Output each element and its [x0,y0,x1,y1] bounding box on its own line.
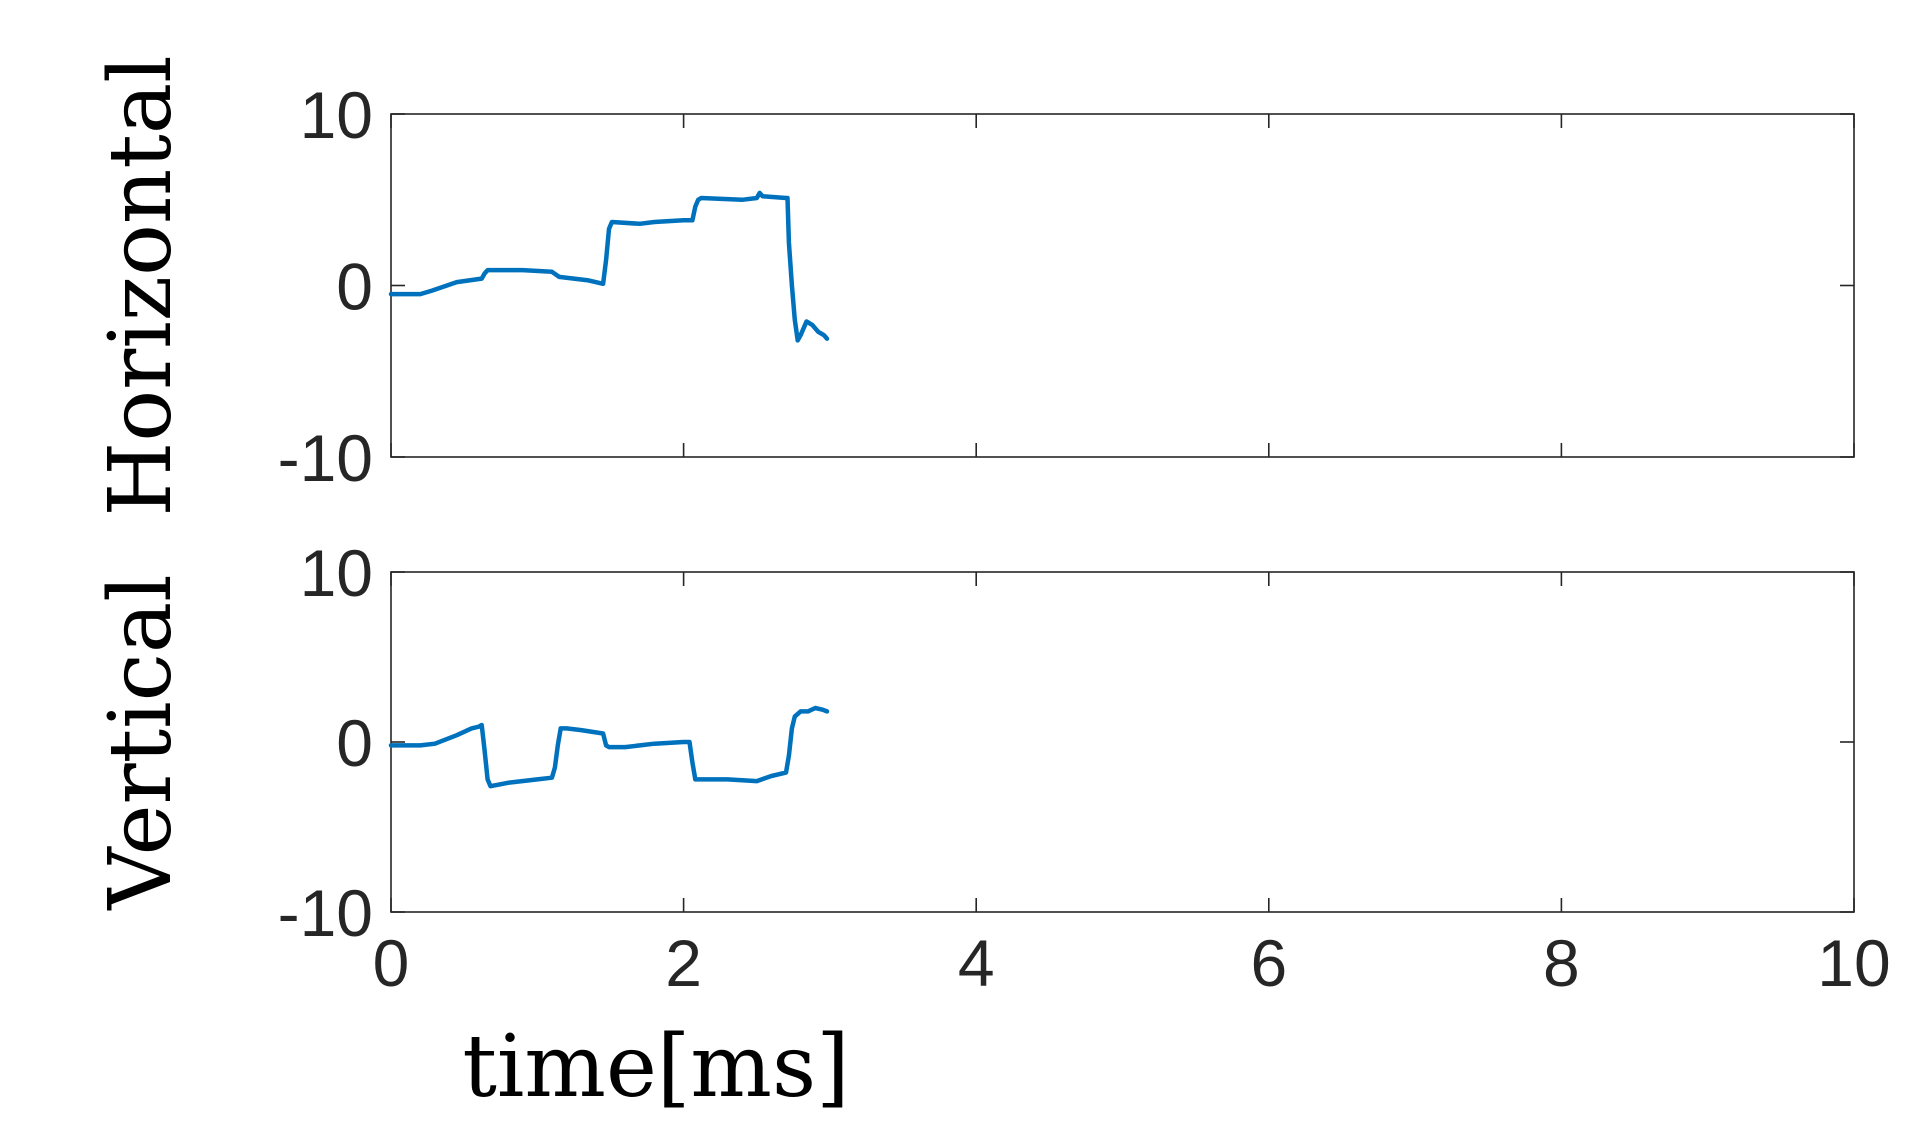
bottom-panel-x-tick-label-3: 6 [1250,926,1287,1000]
top-panel-axes-box [390,113,1855,458]
y-axis-title-top: Horizontal [91,55,191,516]
bottom-panel-x-tick-label-5: 10 [1817,926,1890,1000]
x-axis-title: time[ms] [462,1017,849,1117]
bottom-panel-x-tick-label-2: 4 [958,926,995,1000]
bottom-panel-x-tick-label-1: 2 [665,926,702,1000]
y-axis-title-bottom: Vertical [91,574,191,910]
bottom-panel-x-tick-label-0: 0 [373,926,410,1000]
bottom-panel-y-tick-label-1: 0 [336,706,373,780]
top-panel-series-line-0 [388,190,830,343]
bottom-panel-axes-box [390,571,1855,913]
bottom-panel-y-tick-label-0: -10 [278,876,373,950]
top-panel-y-tick-label-2: 10 [300,78,373,152]
top-panel: -10 0 10 [278,78,1855,495]
top-panel-y-tick-label-0: -10 [278,421,373,495]
bottom-panel-x-tick-label-4: 8 [1543,926,1580,1000]
bottom-panel-series-line-0 [388,705,830,789]
bottom-panel-y-tick-label-2: 10 [300,536,373,610]
top-panel-y-tick-label-1: 0 [336,250,373,324]
